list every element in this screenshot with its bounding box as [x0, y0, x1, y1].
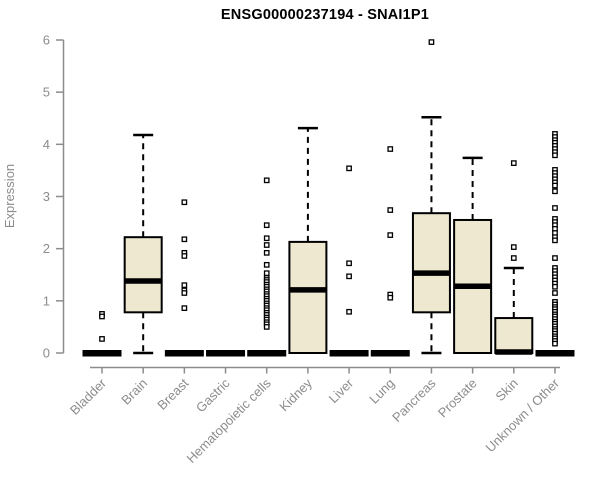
y-tick-label: 6 — [43, 33, 50, 48]
y-axis-label: Expression — [2, 164, 17, 228]
x-tick-label-gastric: Gastric — [193, 375, 233, 415]
outlier-unknown-other — [552, 255, 558, 261]
median-liver — [329, 350, 369, 357]
outlier-hematopoietic-cells — [263, 261, 270, 268]
outlier-bladder — [99, 313, 105, 320]
x-tick-label-bladder: Bladder — [67, 375, 110, 418]
x-tick-label-pancreas: Pancreas — [389, 375, 439, 425]
box-kidney — [288, 240, 328, 354]
outlier-breast — [181, 290, 188, 296]
x-tick-label-brain: Brain — [118, 376, 150, 408]
box-marks — [82, 39, 575, 357]
outlier-skin — [510, 244, 517, 250]
outlier-breast — [181, 236, 188, 243]
outlier-bladder — [99, 336, 105, 342]
x-tick-label-unknown-other: Unknown / Other — [483, 375, 563, 455]
y-tick-label: 0 — [43, 346, 50, 361]
outlier-unknown-other — [552, 290, 558, 296]
outlier-unknown-other — [552, 237, 558, 244]
x-tick-label-skin: Skin — [492, 376, 520, 404]
outlier-hematopoietic-cells — [263, 270, 270, 277]
outlier-liver — [346, 165, 352, 172]
outlier-unknown-other — [552, 283, 558, 290]
median-hematopoietic-cells — [247, 350, 287, 357]
outlier-unknown-other — [552, 152, 558, 159]
x-tick-label-liver: Liver — [326, 375, 357, 406]
outlier-hematopoietic-cells — [263, 222, 270, 229]
median-unknown-other — [535, 350, 575, 357]
median-breast — [164, 350, 204, 357]
outlier-hematopoietic-cells — [263, 177, 270, 184]
y-tick-label: 4 — [43, 137, 50, 152]
y-tick-label: 5 — [43, 85, 50, 100]
outlier-hematopoietic-cells — [263, 242, 270, 248]
outlier-breast — [181, 253, 188, 259]
outlier-unknown-other — [552, 205, 558, 211]
box-skin — [494, 317, 534, 355]
outlier-lung — [387, 207, 394, 213]
outlier-liver — [346, 260, 352, 267]
median-lung — [370, 350, 410, 357]
outlier-skin — [510, 255, 517, 261]
outlier-lung — [387, 294, 394, 301]
y-tick-label: 2 — [43, 241, 50, 256]
box-pancreas — [411, 212, 451, 314]
outlier-unknown-other — [552, 340, 558, 347]
outlier-lung — [387, 232, 394, 238]
median-bladder — [82, 350, 122, 357]
x-tick-label-breast: Breast — [154, 375, 191, 412]
outlier-hematopoietic-cells — [263, 249, 270, 256]
outlier-unknown-other — [552, 182, 558, 189]
outlier-skin — [510, 160, 517, 166]
outlier-breast — [181, 282, 188, 289]
x-tick-label-lung: Lung — [366, 376, 397, 407]
outlier-lung — [387, 146, 394, 152]
outlier-breast — [181, 305, 188, 311]
x-tick-label-kidney: Kidney — [276, 375, 315, 414]
y-tick-label: 1 — [43, 293, 50, 308]
outlier-liver — [346, 308, 352, 315]
y-tick-label: 3 — [43, 189, 50, 204]
outlier-liver — [346, 273, 352, 280]
box-brain — [123, 236, 163, 314]
outlier-pancreas — [428, 39, 435, 45]
outlier-unknown-other — [552, 188, 558, 195]
chart-title: ENSG00000237194 - SNAI1P1 — [220, 7, 430, 23]
outlier-hematopoietic-cells — [263, 324, 270, 330]
outlier-breast — [181, 199, 188, 206]
outlier-hematopoietic-cells — [263, 235, 270, 242]
x-tick-label-prostate: Prostate — [435, 376, 480, 421]
median-gastric — [206, 350, 246, 357]
